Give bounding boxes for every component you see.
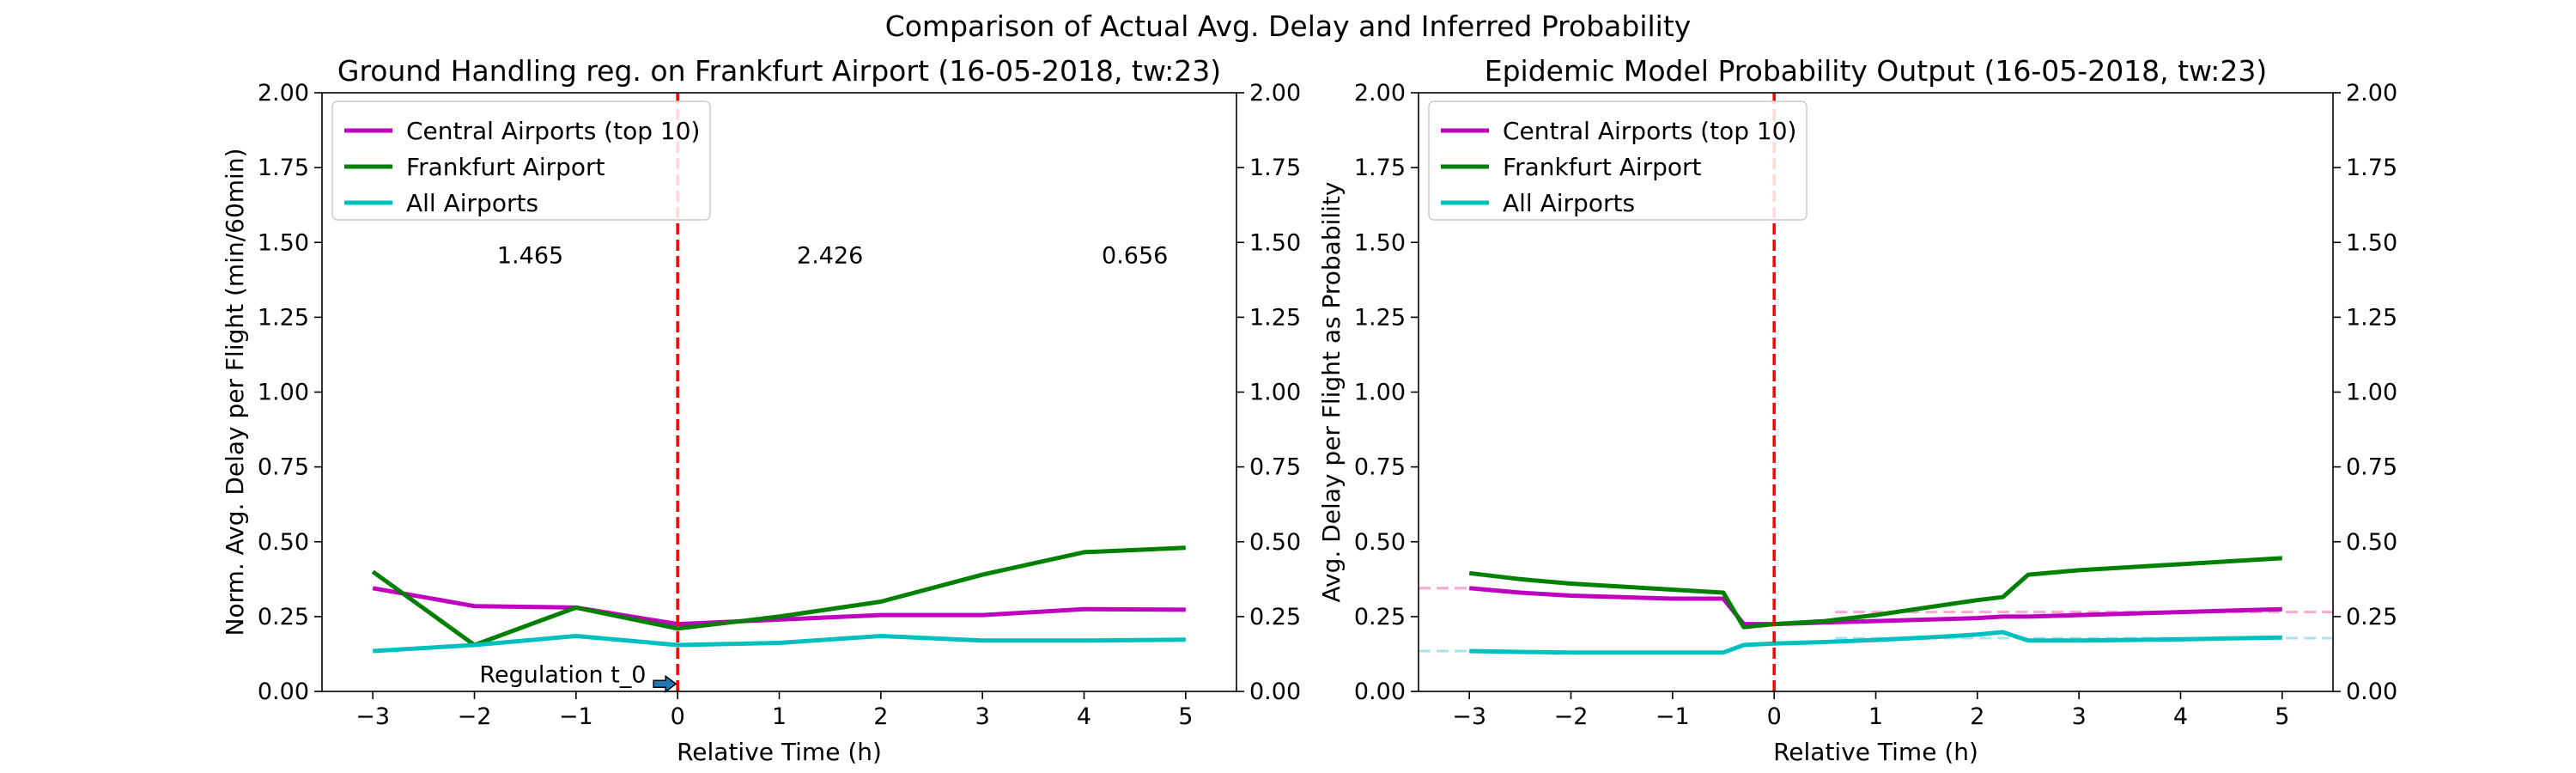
left-y-tick-label: 0.00 bbox=[258, 679, 309, 705]
right-x-tick-label: −1 bbox=[1656, 703, 1690, 730]
left-x-axis-label: Relative Time (h) bbox=[677, 738, 882, 766]
left-y2-tick-label: 1.50 bbox=[1249, 229, 1301, 256]
left-y-tick-label: 1.25 bbox=[258, 304, 309, 331]
right-x-tick-label: −2 bbox=[1554, 703, 1589, 730]
left-annotation-2: 0.656 bbox=[1102, 243, 1168, 270]
left-y-tick-label: 0.50 bbox=[258, 529, 309, 556]
left-y-tick-label: 1.75 bbox=[258, 155, 309, 181]
right-x-tick-label: 1 bbox=[1868, 703, 1883, 730]
right-x-axis-label: Relative Time (h) bbox=[1773, 738, 1978, 766]
right-y-tick-label: 0.50 bbox=[1354, 529, 1406, 556]
left-x-tick-label: 2 bbox=[873, 703, 888, 730]
left-x-tick-label: 5 bbox=[1178, 703, 1193, 730]
left-y2-tick-label: 0.75 bbox=[1249, 454, 1301, 481]
left-y2-tick-label: 0.25 bbox=[1249, 604, 1301, 630]
left-x-tick-label: 4 bbox=[1077, 703, 1091, 730]
left-y-tick-label: 1.00 bbox=[258, 380, 309, 406]
right-y-axis-label: Avg. Delay per Flight as Probability bbox=[1317, 182, 1346, 603]
right-legend-entry-2: All Airports bbox=[1503, 189, 1635, 217]
left-y-axis-label: Norm. Avg. Delay per Flight (min/60min) bbox=[221, 148, 249, 636]
right-series-line-0 bbox=[1468, 586, 2282, 627]
right-x-tick-label: 5 bbox=[2275, 703, 2289, 730]
left-regulation-label: Regulation t_0 bbox=[479, 662, 646, 689]
right-y-tick-label: 1.00 bbox=[1354, 380, 1406, 406]
right-y2-tick-label: 0.75 bbox=[2346, 454, 2397, 481]
left-x-tick-label: −1 bbox=[559, 703, 593, 730]
left-x-tick-label: 1 bbox=[772, 703, 787, 730]
left-legend-entry-0: Central Airports (top 10) bbox=[406, 117, 700, 145]
right-x-tick-label: −3 bbox=[1452, 703, 1486, 730]
left-chart-panel: Ground Handling reg. on Frankfurt Airpor… bbox=[221, 54, 1301, 766]
right-x-tick-label: 2 bbox=[1970, 703, 1984, 730]
left-y-tick-label: 0.75 bbox=[258, 454, 309, 481]
left-legend-entry-1: Frankfurt Airport bbox=[406, 153, 605, 181]
right-y2-tick-label: 0.25 bbox=[2346, 604, 2397, 630]
right-y2-tick-label: 1.50 bbox=[2346, 229, 2397, 256]
right-y2-tick-label: 1.00 bbox=[2346, 380, 2397, 406]
left-y-tick-label: 1.50 bbox=[258, 229, 309, 256]
right-y2-tick-label: 2.00 bbox=[2346, 80, 2397, 107]
left-y-tick-label: 0.25 bbox=[258, 604, 309, 630]
left-x-tick-label: 0 bbox=[671, 703, 685, 730]
left-series-line-2 bbox=[373, 634, 1186, 654]
left-legend-entry-2: All Airports bbox=[406, 189, 538, 217]
right-y2-tick-label: 1.25 bbox=[2346, 304, 2397, 331]
right-series-line-2 bbox=[1469, 630, 2282, 655]
left-legend-box bbox=[331, 100, 711, 221]
left-y2-tick-label: 1.75 bbox=[1249, 155, 1301, 181]
right-y-tick-label: 2.00 bbox=[1354, 80, 1406, 107]
left-y2-tick-label: 1.00 bbox=[1249, 380, 1301, 406]
left-series-line-0 bbox=[372, 586, 1186, 627]
left-x-tick-label: 3 bbox=[975, 703, 990, 730]
right-chart-panel: Epidemic Model Probability Output (16-05… bbox=[1317, 54, 2397, 766]
left-chart-title: Ground Handling reg. on Frankfurt Airpor… bbox=[337, 54, 1221, 88]
left-x-tick-label: −2 bbox=[458, 703, 492, 730]
right-x-tick-label: 0 bbox=[1767, 703, 1782, 730]
right-y-tick-label: 1.75 bbox=[1354, 155, 1406, 181]
left-regulation-arrow bbox=[653, 674, 677, 693]
left-annotation-0: 1.465 bbox=[497, 243, 563, 270]
left-y2-tick-label: 1.25 bbox=[1249, 304, 1301, 331]
left-y2-tick-label: 2.00 bbox=[1249, 80, 1301, 107]
right-y2-tick-label: 0.00 bbox=[2346, 679, 2397, 705]
right-x-tick-label: 4 bbox=[2173, 703, 2188, 730]
right-y-tick-label: 0.75 bbox=[1354, 454, 1406, 481]
right-legend-box bbox=[1428, 100, 1807, 221]
right-series-line-1 bbox=[1468, 556, 2282, 630]
right-y-tick-label: 1.25 bbox=[1354, 304, 1406, 331]
right-y2-tick-label: 0.50 bbox=[2346, 529, 2397, 556]
left-y2-tick-label: 0.00 bbox=[1249, 679, 1301, 705]
left-annotation-1: 2.426 bbox=[797, 243, 863, 270]
right-legend-entry-1: Frankfurt Airport bbox=[1503, 153, 1702, 181]
left-x-tick-label: −3 bbox=[355, 703, 390, 730]
figure-title: Comparison of Actual Avg. Delay and Infe… bbox=[885, 9, 1692, 43]
right-y2-tick-label: 1.75 bbox=[2346, 155, 2397, 181]
left-y-tick-label: 2.00 bbox=[258, 80, 309, 107]
right-x-tick-label: 3 bbox=[2072, 703, 2087, 730]
right-chart-title: Epidemic Model Probability Output (16-05… bbox=[1485, 54, 2268, 88]
right-y-tick-label: 0.25 bbox=[1354, 604, 1406, 630]
right-y-tick-label: 1.50 bbox=[1354, 229, 1406, 256]
left-series-line-1 bbox=[371, 545, 1186, 648]
right-legend-entry-0: Central Airports (top 10) bbox=[1503, 117, 1796, 145]
left-y2-tick-label: 0.50 bbox=[1249, 529, 1301, 556]
right-y-tick-label: 0.00 bbox=[1354, 679, 1406, 705]
